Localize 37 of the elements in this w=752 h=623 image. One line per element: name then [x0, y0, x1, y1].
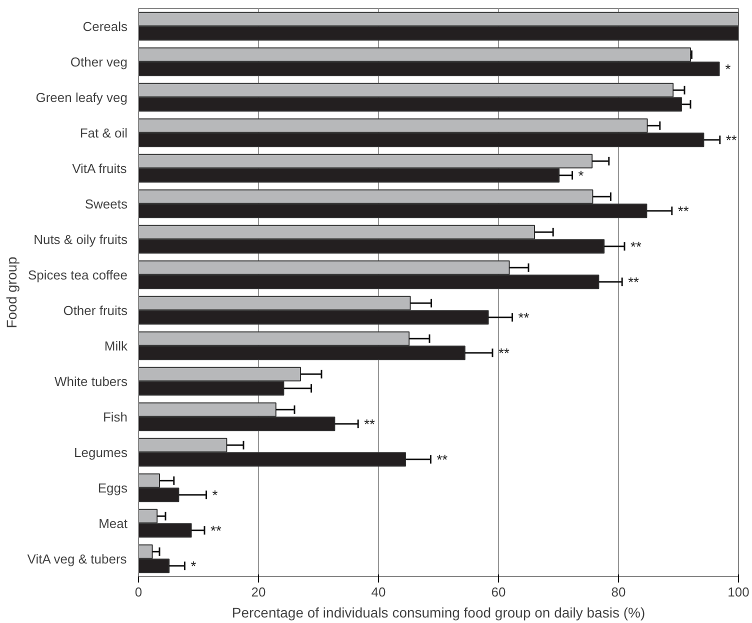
x-tick-label: 60: [491, 584, 506, 600]
y-tick-label: Other fruits: [63, 302, 128, 318]
y-tick-label: Legumes: [74, 444, 128, 460]
y-tick-label: Cereals: [82, 18, 128, 34]
y-tick-label: VitA fruits: [72, 160, 128, 176]
y-tick-label: Spices tea coffee: [28, 267, 128, 282]
annotation: **: [498, 344, 510, 361]
x-tick-label: 100: [728, 584, 750, 600]
y-tick-label: Green leafy veg: [36, 90, 128, 105]
x-tick-label: 0: [134, 584, 142, 600]
y-tick-label: Milk: [104, 338, 128, 354]
y-axis-title: Food group: [3, 256, 20, 328]
annotation: **: [436, 451, 448, 468]
y-tick-label: White tubers: [54, 374, 128, 389]
annotation: **: [364, 416, 376, 432]
y-tick-label: VitA veg & tubers: [27, 551, 128, 566]
y-tick-label: Fat & oil: [80, 125, 128, 140]
y-tick-label: Sweets: [84, 196, 128, 212]
annotation: *: [190, 558, 197, 574]
y-tick-label: Other veg: [70, 54, 128, 70]
annotation: **: [630, 238, 642, 254]
annotation: **: [210, 522, 222, 538]
y-tick-label: Nuts & oily fruits: [34, 232, 128, 247]
y-tick-label: Fish: [102, 409, 128, 424]
x-tick-label: 20: [251, 584, 266, 600]
annotation: *: [725, 60, 732, 77]
annotation: **: [628, 274, 640, 290]
annotation: **: [678, 202, 690, 219]
x-axis-title: Percentage of individuals consuming food group on daily basis (%): [232, 604, 646, 620]
annotation: *: [212, 486, 218, 503]
annotation: **: [726, 132, 738, 148]
annotation: **: [518, 309, 530, 326]
y-tick-label: Meat: [98, 516, 128, 531]
x-tick-label: 80: [611, 584, 626, 600]
y-tick-label: Eggs: [98, 480, 128, 496]
x-tick-label: 40: [371, 584, 386, 600]
annotation: *: [578, 167, 584, 184]
